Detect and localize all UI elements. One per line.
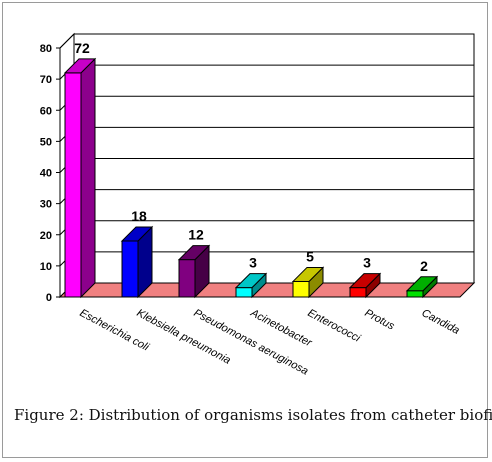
data-labels: 72 18 12 3 5 3 2 <box>74 40 428 274</box>
data-label: 72 <box>74 40 90 56</box>
x-tick-label: Candida <box>420 307 462 337</box>
bar-front <box>349 287 367 298</box>
bar-chart: 0 10 20 30 40 50 60 70 80 72 18 12 3 5 3 2 Escherichia… <box>40 32 476 378</box>
data-label: 5 <box>306 248 314 264</box>
y-axis-ticks: 0 10 20 30 40 50 60 70 80 <box>40 43 60 304</box>
bar-top <box>63 58 97 74</box>
bar-series <box>63 57 439 299</box>
x-tick-label: Protus <box>363 307 397 333</box>
bar <box>120 225 154 299</box>
y-tick-label: 10 <box>40 261 52 273</box>
bar-top <box>348 273 382 289</box>
data-label: 18 <box>131 208 147 224</box>
bar-front <box>64 72 82 298</box>
bar <box>177 244 211 299</box>
bar-front <box>121 240 139 298</box>
y-tick-label: 40 <box>40 168 52 180</box>
y-tick-label: 80 <box>40 43 52 55</box>
x-tick-label: Enterococci <box>306 307 363 345</box>
gridline <box>59 33 474 49</box>
y-tick-label: 0 <box>46 292 52 304</box>
bar <box>405 275 439 299</box>
y-tick-label: 50 <box>40 136 52 148</box>
y-tick-label: 60 <box>40 105 52 117</box>
bar-top <box>177 245 211 261</box>
bar <box>348 272 382 299</box>
bar-front <box>406 290 424 298</box>
y-tick-label: 70 <box>40 74 52 86</box>
y-tick-label: 30 <box>40 199 52 211</box>
bar-top <box>291 266 325 282</box>
bar-top <box>234 273 268 289</box>
data-label: 3 <box>249 255 257 271</box>
x-tick-label: Klebsiella pneumonia <box>135 307 233 367</box>
y-tick-label: 20 <box>40 230 52 242</box>
bar-top <box>405 276 439 292</box>
data-label: 2 <box>420 258 428 274</box>
bar <box>63 57 97 299</box>
data-label: 3 <box>363 255 371 271</box>
bar-front <box>292 280 310 298</box>
bar <box>291 266 325 299</box>
bar-side <box>80 57 96 299</box>
bar <box>234 272 268 299</box>
data-label: 12 <box>188 227 204 243</box>
bar-front <box>178 259 196 298</box>
bar-front <box>235 287 253 298</box>
figure-caption: Figure 2: Distribution of organisms isol… <box>14 406 492 424</box>
bar-top <box>120 226 154 242</box>
